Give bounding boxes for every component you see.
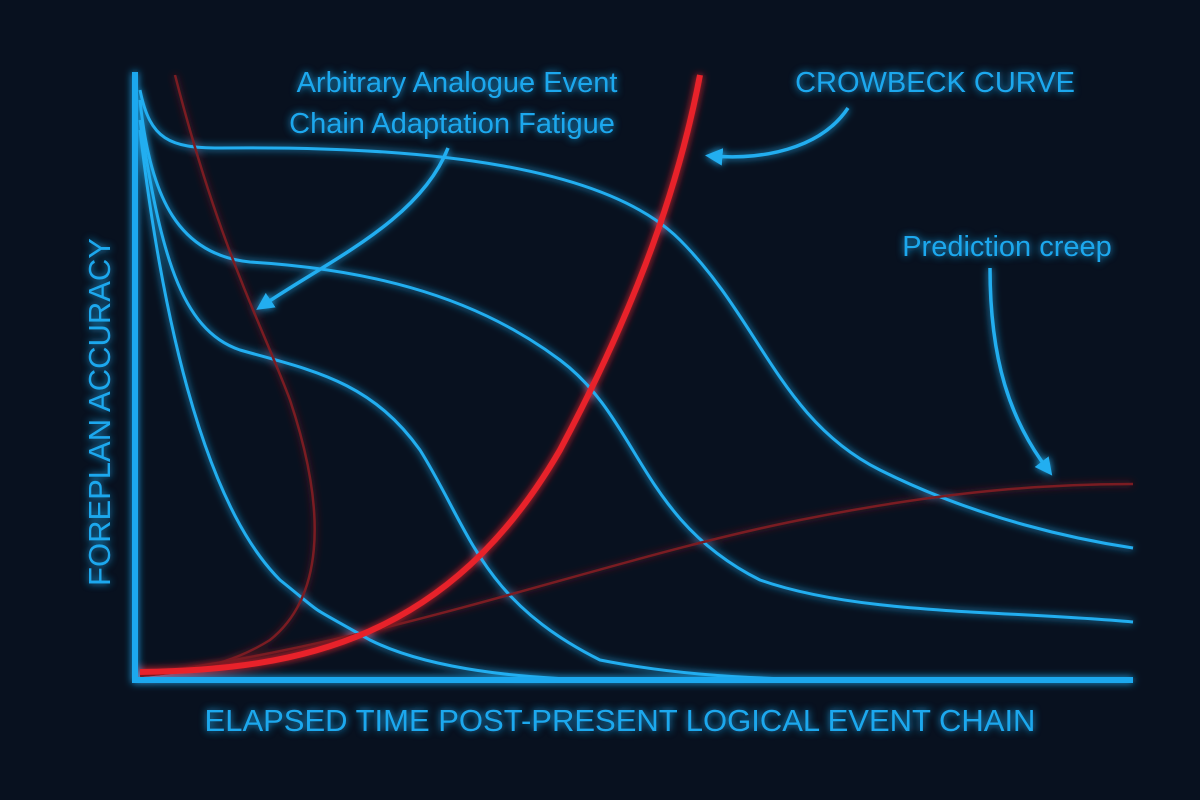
crowbeck-curve bbox=[139, 74, 703, 675]
curve bbox=[138, 99, 1134, 624]
annotation: Chain Adaptation Fatigue bbox=[289, 108, 615, 140]
arrow bbox=[256, 147, 450, 310]
annotation: Arbitrary Analogue Event bbox=[297, 67, 618, 99]
arrow bbox=[988, 267, 1053, 476]
curve bbox=[138, 119, 901, 682]
curve bbox=[138, 89, 1134, 550]
prediction-creep-curve bbox=[139, 482, 1134, 677]
curves bbox=[132, 72, 1134, 683]
x-axis-label: ELAPSED TIME POST-PRESENT LOGICAL EVENT … bbox=[205, 703, 1036, 738]
axes bbox=[132, 72, 1133, 683]
annotation: CROWBECK CURVE bbox=[795, 67, 1075, 99]
curve bbox=[138, 129, 601, 682]
arrow bbox=[705, 107, 850, 166]
labels: Arbitrary Analogue Event Chain Adaptatio… bbox=[82, 67, 1112, 738]
thin-red-curve bbox=[139, 74, 316, 678]
y-axis-label: FOREPLAN ACCURACY bbox=[82, 238, 117, 586]
annotation: Prediction creep bbox=[902, 231, 1112, 263]
